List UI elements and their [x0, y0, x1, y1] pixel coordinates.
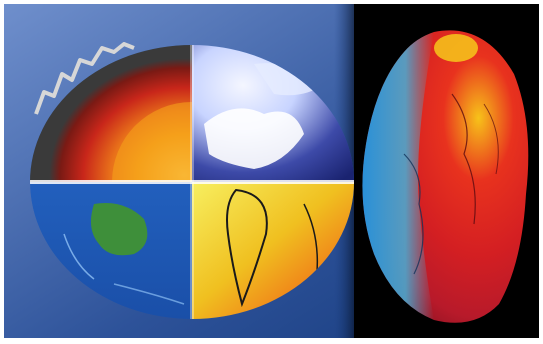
earth-illustration: [4, 4, 539, 338]
crust-edge: [34, 42, 135, 115]
geoid-potato-earth: [362, 30, 529, 323]
earth-cross-section: [30, 45, 354, 319]
